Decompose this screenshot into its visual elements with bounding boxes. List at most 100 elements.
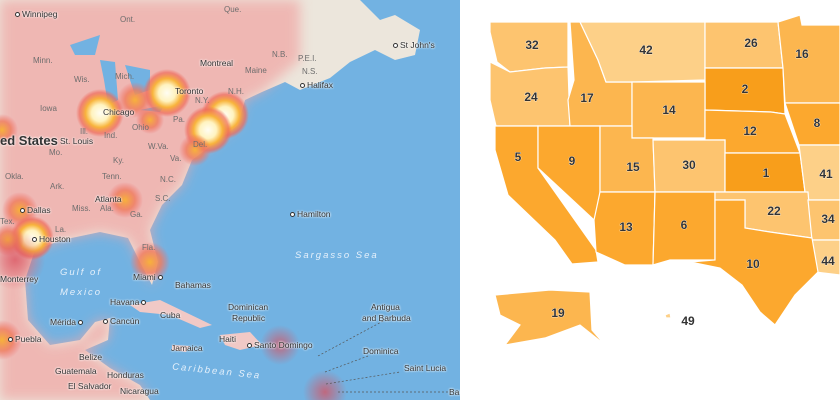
country-dominican-republic-2: Republic (232, 313, 266, 323)
state-rank-label-utah: 15 (626, 160, 640, 174)
country-dominican-republic: Dominican (228, 302, 269, 312)
state-rank-label-oregon: 24 (524, 90, 538, 104)
city-st-louis: St. Louis (60, 136, 94, 146)
state-iowa[interactable] (784, 102, 840, 146)
region-va: Va. (170, 154, 182, 163)
state-rank-label-arkansas: 34 (821, 212, 835, 226)
region-ala: Ala. (100, 204, 114, 213)
city-chicago: Chicago (103, 107, 135, 117)
city-houston: Houston (32, 234, 71, 244)
state-rank-label-washington: 32 (525, 38, 539, 52)
country-antigua-2: and Barbuda (362, 313, 411, 323)
land-jamaica (172, 345, 190, 352)
state-rank-label-idaho: 17 (580, 91, 594, 105)
state-rank-label-alaska: 19 (551, 306, 565, 320)
city-dallas: Dallas (20, 205, 51, 215)
heat-spots (0, 69, 347, 400)
city-st-johns: St John's (393, 40, 435, 50)
state-rank-label-wyoming: 14 (662, 103, 676, 117)
city-santo-domingo: Santo Domingo (247, 340, 313, 350)
region-mich: Mich. (115, 72, 135, 81)
region-ny: N.Y. (195, 96, 210, 105)
region-que: Que. (224, 5, 242, 14)
state-rank-label-hawaii: 49 (681, 314, 695, 328)
state-rank-label-montana: 42 (639, 43, 653, 57)
state-rank-label-nevada: 9 (569, 154, 576, 168)
state-rank-label-california: 5 (515, 150, 522, 164)
country-barbados: Bar (449, 387, 460, 397)
region-iowa: Iowa (40, 104, 57, 113)
region-minn: Minn. (33, 56, 53, 65)
city-monterrey: Monterrey (0, 274, 39, 284)
region-miss: Miss. (72, 204, 91, 213)
state-texas[interactable] (689, 199, 819, 326)
city-winnipeg: Winnipeg (15, 9, 57, 19)
region-ind: Ind. (104, 131, 118, 140)
state-rank-label-north-dakota: 26 (744, 36, 758, 50)
country-el-salvador: El Salvador (68, 381, 112, 391)
region-nh: N.H. (228, 87, 244, 96)
city-hamilton: Hamilton (290, 209, 331, 219)
state-minnesota[interactable] (777, 14, 840, 104)
country-saint-lucia: Saint Lucia (404, 363, 447, 373)
country-belize: Belize (79, 352, 103, 362)
country-haiti: Haiti (219, 334, 237, 344)
region-la: La. (55, 225, 67, 234)
state-arkansas[interactable] (807, 199, 840, 241)
region-sc: S.C. (155, 194, 171, 203)
state-rank-label-new-mexico: 6 (681, 218, 688, 232)
heatmap-basemap (0, 0, 448, 400)
region-maine: Maine (245, 66, 267, 75)
region-wis: Wis. (74, 75, 90, 84)
region-fla: Fla. (142, 243, 156, 252)
state-alaska[interactable] (494, 289, 606, 346)
city-miami: Miami (133, 272, 165, 282)
callout-lines (317, 319, 448, 393)
country-jamaica: Jamaica (171, 343, 203, 353)
city-puebla: Puebla (8, 334, 41, 344)
region-ga: Ga. (130, 210, 143, 219)
sea-gulf-of-mexico: Gulf of (60, 267, 102, 278)
region-pei: P.E.I. (298, 54, 317, 63)
city-montreal: Montreal (200, 58, 234, 68)
state-rank-label-arizona: 13 (619, 220, 633, 234)
city-merida: Mérida (50, 317, 85, 327)
region-wva: W.Va. (148, 142, 169, 151)
region-ark: Ark. (50, 182, 65, 191)
region-mo: Mo. (49, 148, 63, 157)
state-rank-label-oklahoma: 22 (767, 204, 781, 218)
state-rank-label-missouri: 41 (819, 167, 833, 181)
country-dominica: Dominica (363, 346, 399, 356)
choropleth-map[interactable]: 32 24 17 42 26 2 16 14 12 8 5 9 15 30 1 41 13 6 22 34 44 10 19… (462, 0, 840, 400)
state-rank-label-south-dakota: 2 (742, 82, 749, 96)
region-nc: N.C. (160, 175, 176, 184)
sea-gulf-of-mexico-2: Mexico (60, 287, 103, 298)
region-tex: Tex. (0, 217, 15, 226)
region-pa: Pa. (173, 115, 186, 124)
country-antigua: Antigua (371, 302, 400, 312)
city-halifax: Halifax (300, 80, 333, 90)
country-honduras: Honduras (107, 370, 144, 380)
region-ont: Ont. (120, 15, 136, 24)
state-rank-label-minnesota: 16 (795, 47, 809, 61)
city-havana: Havana (110, 297, 148, 307)
state-rank-label-nebraska: 12 (743, 124, 757, 138)
state-hawaii[interactable] (664, 312, 672, 319)
land-cuba (130, 300, 212, 328)
region-ky: Ky. (113, 156, 124, 165)
region-ns: N.S. (302, 67, 318, 76)
region-nb: N.B. (272, 50, 288, 59)
state-rank-label-iowa: 8 (814, 116, 821, 130)
great-lakes (70, 35, 180, 112)
region-ohio: Ohio (132, 123, 149, 132)
region-ill: Ill. (80, 127, 88, 136)
country-nicaragua: Nicaragua (120, 386, 159, 396)
state-rank-label-texas: 10 (746, 257, 760, 271)
region-tenn: Tenn. (102, 172, 122, 181)
choropleth-svg: 32 24 17 42 26 2 16 14 12 8 5 9 15 30 1 41 13 6 22 34 44 10 19… (489, 14, 840, 346)
state-new-mexico[interactable] (652, 191, 716, 266)
region-del: Del. (193, 140, 208, 149)
country-cuba: Cuba (160, 310, 181, 320)
heatmap-map[interactable]: Winnipeg Montreal Toronto Chicago St. Lo… (0, 0, 460, 400)
state-rank-label-kansas: 1 (763, 166, 770, 180)
